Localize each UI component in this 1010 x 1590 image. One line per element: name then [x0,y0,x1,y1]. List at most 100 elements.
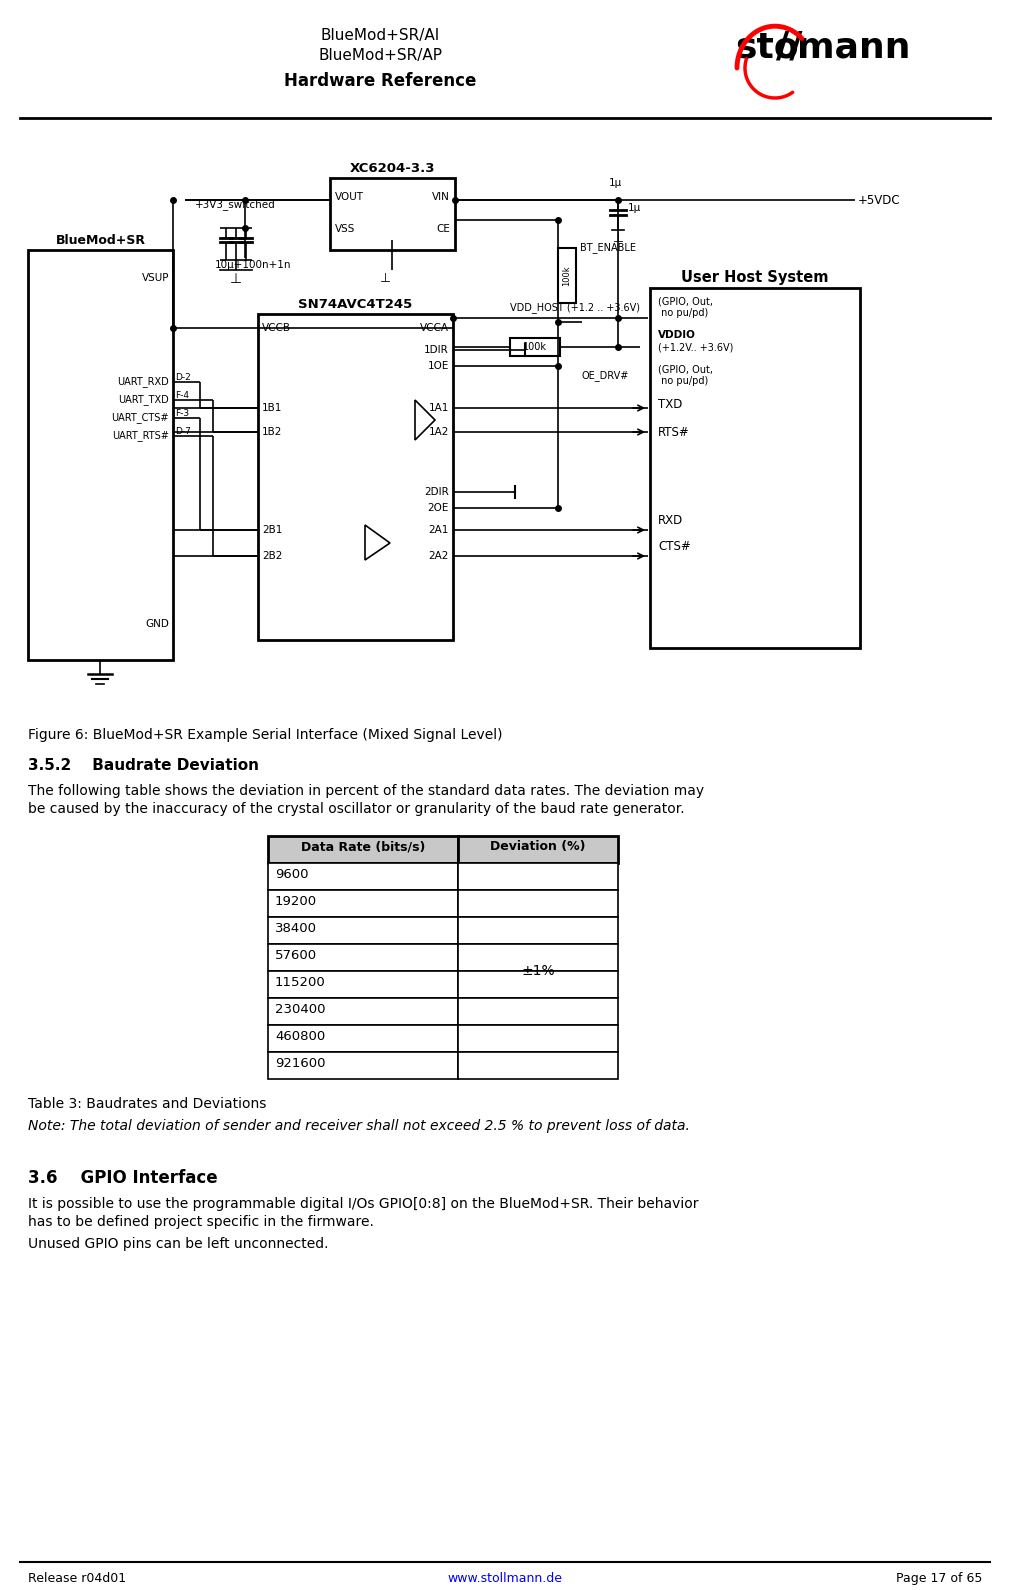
Bar [458,944,618,971]
Text: 100k: 100k [563,266,572,286]
Text: UART_TXD: UART_TXD [118,394,169,405]
Bar [458,836,618,863]
Text: CTS#: CTS# [658,541,691,553]
Text: GND: GND [145,619,169,630]
Text: RTS#: RTS# [658,426,690,439]
Bar [268,890,458,917]
Text: 2DIR: 2DIR [424,487,449,498]
Text: Table 3: Baudrates and Deviations: Table 3: Baudrates and Deviations [28,1097,267,1111]
Text: VDD_HOST (+1.2 .. +3.6V): VDD_HOST (+1.2 .. +3.6V) [510,302,640,313]
Text: Unused GPIO pins can be left unconnected.: Unused GPIO pins can be left unconnected… [28,1237,328,1251]
Text: Hardware Reference: Hardware Reference [284,72,476,91]
Text: UART_CTS#: UART_CTS# [111,412,169,423]
Text: 1A1: 1A1 [428,402,449,413]
Text: 1A2: 1A2 [428,428,449,437]
Text: VCCA: VCCA [420,323,449,332]
Text: 9600: 9600 [275,868,308,881]
Bar [558,248,576,304]
Text: +3V3_switched: +3V3_switched [195,200,276,210]
Text: 3.5.2    Baudrate Deviation: 3.5.2 Baudrate Deviation [28,758,259,773]
Bar [258,313,453,641]
Text: (GPIO, Out,: (GPIO, Out, [658,296,713,305]
Bar [510,339,560,356]
Bar [458,1026,618,1053]
Text: 100k: 100k [523,342,547,351]
Text: 460800: 460800 [275,1030,325,1043]
Bar [268,1053,458,1080]
Bar [458,863,618,890]
Text: no pu/pd): no pu/pd) [658,375,708,386]
Bar [268,863,458,890]
Text: ⊥: ⊥ [230,272,242,286]
Bar [268,1026,458,1053]
Text: BT_ENABLE: BT_ENABLE [580,243,636,253]
Bar [330,178,455,250]
Text: www.stollmann.de: www.stollmann.de [447,1573,563,1585]
Text: OE_DRV#: OE_DRV# [582,370,629,382]
Text: RXD: RXD [658,514,683,526]
Text: It is possible to use the programmable digital I/Os GPIO[0:8] on the BlueMod+SR.: It is possible to use the programmable d… [28,1197,699,1212]
Text: mann: mann [797,30,910,64]
Text: CE: CE [436,224,450,234]
Text: The following table shows the deviation in percent of the standard data rates. T: The following table shows the deviation … [28,784,704,798]
Text: Release r04d01: Release r04d01 [28,1573,126,1585]
Text: TXD: TXD [658,398,683,410]
Text: 1µ: 1µ [628,204,641,213]
Text: VCCB: VCCB [262,323,291,332]
Text: Figure 6: BlueMod+SR Example Serial Interface (Mixed Signal Level): Figure 6: BlueMod+SR Example Serial Inte… [28,728,503,743]
Text: 57600: 57600 [275,949,317,962]
Bar [458,1053,618,1080]
Text: (GPIO, Out,: (GPIO, Out, [658,364,713,374]
Text: 1B2: 1B2 [262,428,283,437]
Text: SN74AVC4T245: SN74AVC4T245 [298,297,413,312]
Text: D-2: D-2 [175,374,191,383]
Bar [268,999,458,1026]
Text: no pu/pd): no pu/pd) [658,308,708,318]
Bar [458,971,618,999]
Text: Note: The total deviation of sender and receiver shall not exceed 2.5 % to preve: Note: The total deviation of sender and … [28,1119,690,1134]
Text: VSUP: VSUP [141,273,169,283]
Text: UART_RXD: UART_RXD [117,377,169,388]
Text: 921600: 921600 [275,1057,325,1070]
Bar [458,999,618,1026]
Text: D-7: D-7 [175,428,191,437]
Text: 10µ+100n+1n: 10µ+100n+1n [215,261,292,270]
Text: 1µ: 1µ [608,178,621,188]
Bar [268,971,458,999]
Bar [268,944,458,971]
Text: VIN: VIN [432,192,450,202]
Text: ⊥: ⊥ [380,272,391,285]
Text: F-3: F-3 [175,410,189,418]
Text: 2A2: 2A2 [428,552,449,561]
Text: Page 17 of 65: Page 17 of 65 [896,1573,982,1585]
Text: VOUT: VOUT [335,192,364,202]
Text: ±1%: ±1% [521,964,554,978]
Text: +5VDC: +5VDC [858,194,901,207]
Polygon shape [365,525,390,560]
Text: 2B2: 2B2 [262,552,283,561]
Text: 2OE: 2OE [427,502,449,514]
Text: //: // [776,30,803,64]
Text: BlueMod+SR/AP: BlueMod+SR/AP [318,48,442,64]
Bar [458,917,618,944]
Text: ⊥: ⊥ [612,232,623,245]
Text: be caused by the inaccuracy of the crystal oscillator or granularity of the baud: be caused by the inaccuracy of the cryst… [28,801,685,816]
Text: BlueMod+SR: BlueMod+SR [56,234,145,246]
Bar [458,890,618,917]
Text: 230400: 230400 [275,1003,325,1016]
Text: has to be defined project specific in the firmware.: has to be defined project specific in th… [28,1215,374,1229]
Text: BlueMod+SR/AI: BlueMod+SR/AI [320,29,439,43]
Polygon shape [415,401,435,440]
Text: Data Rate (bits/s): Data Rate (bits/s) [301,840,425,852]
Text: Deviation (%): Deviation (%) [490,840,586,852]
Text: User Host System: User Host System [682,270,829,285]
Bar [268,917,458,944]
Bar [268,836,458,863]
Text: 38400: 38400 [275,922,317,935]
Text: 19200: 19200 [275,895,317,908]
Text: F-4: F-4 [175,391,189,401]
Bar [650,288,860,649]
Text: 2B1: 2B1 [262,525,283,534]
Text: VDDIO: VDDIO [658,331,696,340]
Text: 1B1: 1B1 [262,402,283,413]
